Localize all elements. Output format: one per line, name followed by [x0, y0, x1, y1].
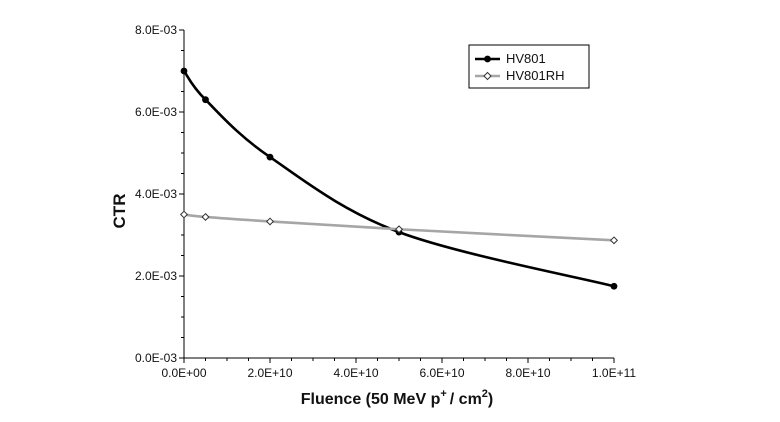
y-tick-label: 2.0E-03 [135, 269, 177, 283]
x-tick-label: 4.0E+10 [333, 366, 378, 380]
x-tick-label: 2.0E+10 [247, 366, 292, 380]
y-axis-title: CTR [110, 194, 129, 229]
x-axis-title-main: Fluence (50 MeV p [301, 391, 441, 408]
y-tick-label: 4.0E-03 [135, 187, 177, 201]
x-tick-label: 0.0E+00 [161, 366, 206, 380]
x-tick-label: 6.0E+10 [419, 366, 464, 380]
x-axis-title-sup2: 2 [482, 388, 488, 400]
y-tick-label: 0.0E-03 [135, 351, 177, 365]
legend-marker-hv801 [484, 55, 491, 63]
legend-box [468, 44, 590, 89]
data-point-hv801 [180, 67, 188, 75]
legend-label-hv801: HV801 [506, 51, 546, 66]
y-tick-label: 8.0E-03 [135, 23, 177, 37]
series-layer [179, 67, 619, 290]
x-tick-label: 8.0E+10 [505, 366, 550, 380]
x-tick-label: 1.0E+11 [592, 366, 636, 380]
data-point-hv801rh [394, 225, 404, 234]
data-point-hv801rh [265, 217, 275, 226]
data-point-hv801rh [609, 236, 619, 245]
legend: HV801 HV801RH [468, 44, 590, 89]
data-point-hv801 [266, 153, 274, 161]
x-axis-title-end: ) [488, 391, 493, 408]
data-point-hv801rh [179, 210, 189, 219]
x-axis-title-sup1: + [440, 388, 446, 400]
legend-marker-hv801rh [483, 71, 492, 81]
y-tick-label: 6.0E-03 [135, 105, 177, 119]
data-point-hv801 [610, 282, 618, 290]
x-axis-title-mid: / cm [450, 391, 482, 408]
legend-label-hv801rh: HV801RH [506, 68, 565, 83]
x-axis-title: Fluence (50 MeV p+ / cm2) [301, 388, 494, 408]
y-ticks: 0.0E-03 2.0E-03 4.0E-03 6.0E-03 8.0E-03 [135, 23, 184, 365]
series-line-hv801 [182, 70, 615, 288]
data-point-hv801rh [201, 212, 210, 221]
data-point-hv801 [202, 96, 209, 104]
x-ticks: 0.0E+00 2.0E+10 4.0E+10 6.0E+10 8.0E+10 1.0E+… [161, 358, 636, 380]
